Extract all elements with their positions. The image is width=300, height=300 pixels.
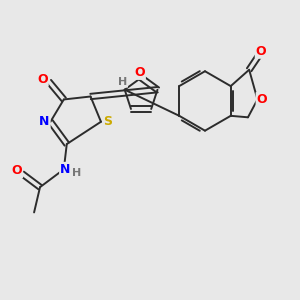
Text: O: O: [256, 93, 267, 106]
Text: N: N: [60, 163, 70, 176]
Text: O: O: [134, 66, 145, 79]
Text: O: O: [37, 73, 48, 86]
Text: H: H: [72, 168, 81, 178]
Text: O: O: [256, 45, 266, 58]
Text: O: O: [11, 164, 22, 177]
Text: N: N: [39, 115, 50, 128]
Text: S: S: [103, 115, 112, 128]
Text: H: H: [118, 77, 127, 87]
